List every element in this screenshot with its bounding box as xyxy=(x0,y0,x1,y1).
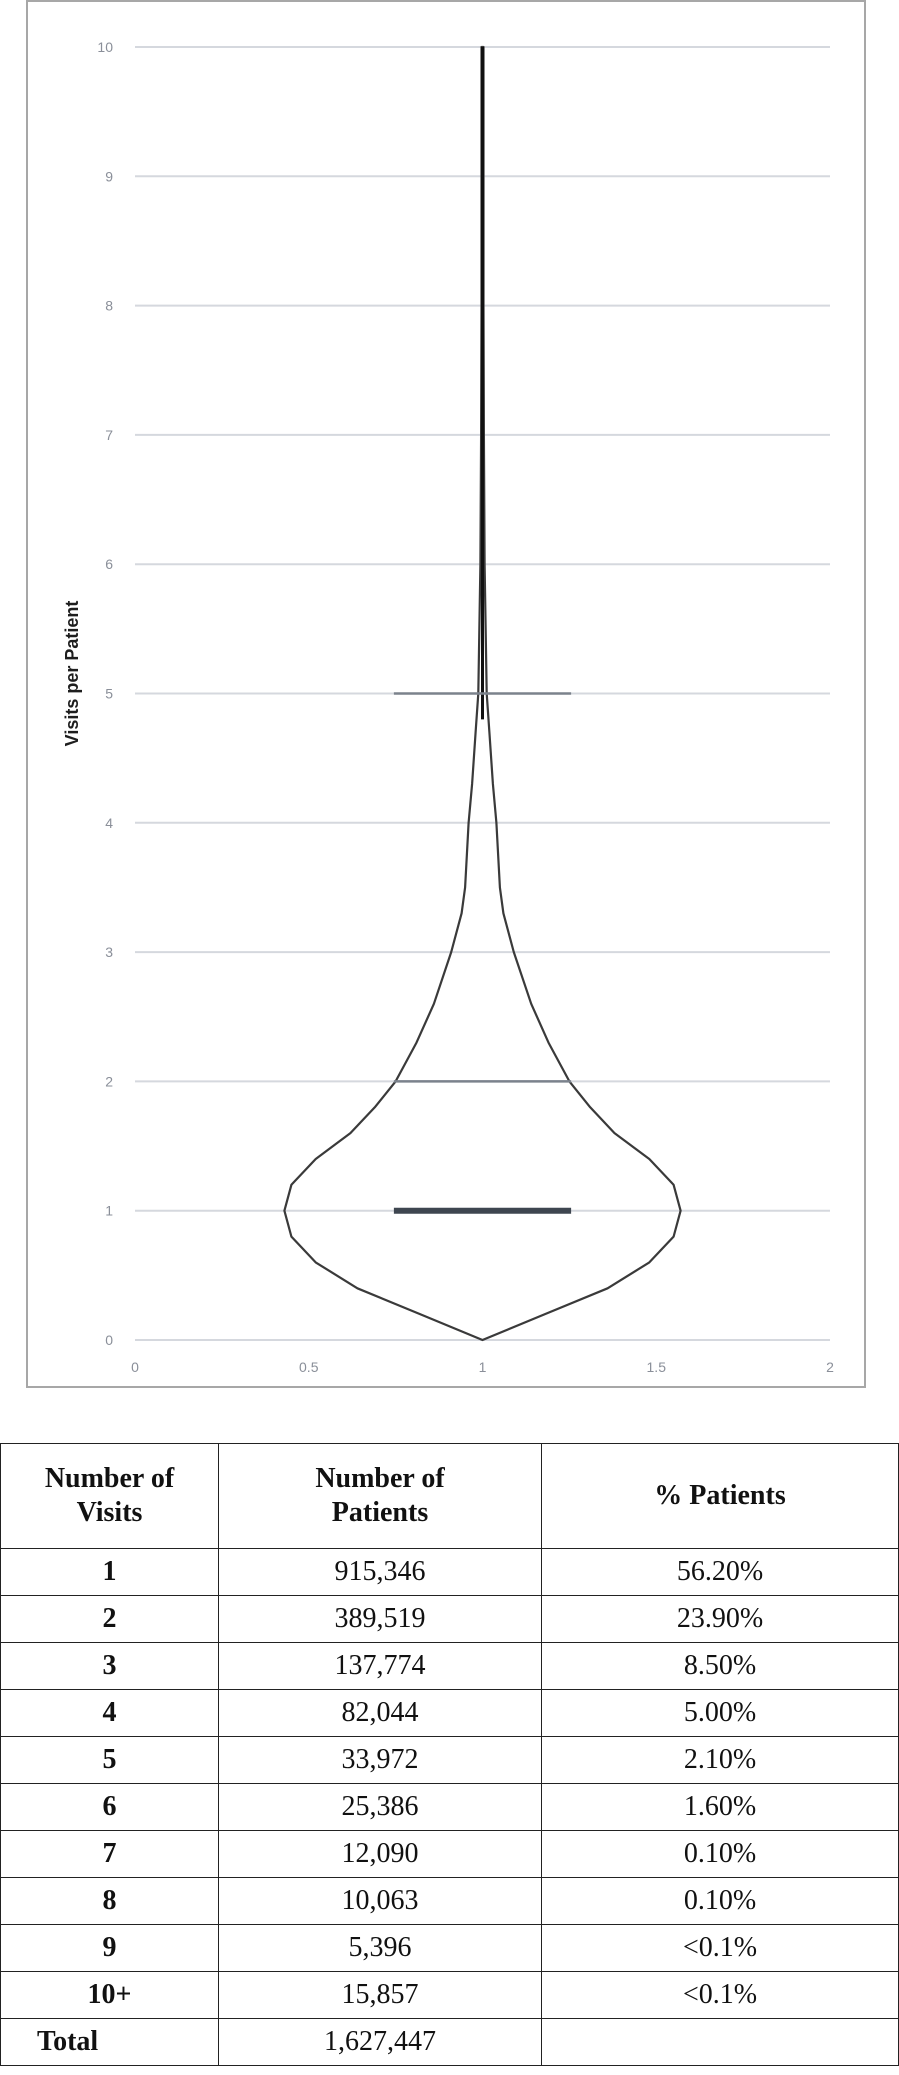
table-body: 1 915,346 56.20% 2 389,519 23.90% 3 137,774 8.50… xyxy=(0,1548,899,2066)
cell-percent: 56.20% xyxy=(541,1548,899,1596)
cell-visits: 10+ xyxy=(0,1971,219,2019)
cell-visits: 8 xyxy=(0,1877,219,1925)
cell-visits: 9 xyxy=(0,1924,219,1972)
x-tick-label: 0 xyxy=(131,1359,139,1375)
cell-percent: 1.60% xyxy=(541,1783,899,1831)
y-tick-label: 10 xyxy=(97,39,113,55)
table-row: 9 5,396 <0.1% xyxy=(0,1924,899,1972)
chart-frame: 0 1 2 3 4 5 6 7 8 9 10 0 0.5 1 1.5 2 Visits per Patient xyxy=(26,0,866,1388)
cell-percent: <0.1% xyxy=(541,1924,899,1972)
header-percent-patients: % Patients xyxy=(541,1443,899,1549)
header-visits-label: Number of Visits xyxy=(44,1463,175,1528)
cell-visits: 5 xyxy=(0,1736,219,1784)
table-row: 10+ 15,857 <0.1% xyxy=(0,1971,899,2019)
violin-chart: 0 1 2 3 4 5 6 7 8 9 10 0 0.5 1 1.5 2 Visits per Patient xyxy=(62,39,834,1375)
cell-percent: 23.90% xyxy=(541,1595,899,1643)
cell-visits: 2 xyxy=(0,1595,219,1643)
table-header-row: Number of Visits Number of Patients % Pa… xyxy=(0,1443,899,1549)
cell-percent: 0.10% xyxy=(541,1877,899,1925)
x-tick-label: 2 xyxy=(826,1359,834,1375)
cell-patients: 15,857 xyxy=(218,1971,542,2019)
header-patients-label: Number of Patients xyxy=(315,1463,445,1528)
table-row: 1 915,346 56.20% xyxy=(0,1548,899,1596)
y-tick-label: 7 xyxy=(105,427,113,443)
cell-patients: 389,519 xyxy=(218,1595,542,1643)
table-row: 7 12,090 0.10% xyxy=(0,1830,899,1878)
y-axis-label: Visits per Patient xyxy=(62,601,82,747)
table-row: 6 25,386 1.60% xyxy=(0,1783,899,1831)
total-percent xyxy=(541,2018,899,2066)
cell-percent: 2.10% xyxy=(541,1736,899,1784)
cell-patients: 82,044 xyxy=(218,1689,542,1737)
cell-percent: <0.1% xyxy=(541,1971,899,2019)
table-row: 4 82,044 5.00% xyxy=(0,1689,899,1737)
cell-patients: 33,972 xyxy=(218,1736,542,1784)
x-tick-label: 0.5 xyxy=(299,1359,319,1375)
table-row: 5 33,972 2.10% xyxy=(0,1736,899,1784)
summary-layer xyxy=(393,692,572,1214)
visits-table: Number of Visits Number of Patients % Pa… xyxy=(0,1443,899,2066)
table-row: 2 389,519 23.90% xyxy=(0,1595,899,1643)
cell-patients: 10,063 xyxy=(218,1877,542,1925)
header-number-of-patients: Number of Patients xyxy=(218,1443,542,1549)
y-tick-label: 6 xyxy=(105,556,113,572)
y-tick-label: 5 xyxy=(105,686,113,702)
cell-visits: 3 xyxy=(0,1642,219,1690)
header-percent-label: % Patients xyxy=(654,1480,786,1511)
x-tick-label: 1.5 xyxy=(647,1359,667,1375)
header-number-of-visits: Number of Visits xyxy=(0,1443,219,1549)
y-tick-label: 2 xyxy=(105,1073,113,1089)
table-row: 8 10,063 0.10% xyxy=(0,1877,899,1925)
cell-patients: 137,774 xyxy=(218,1642,542,1690)
cell-patients: 5,396 xyxy=(218,1924,542,1972)
table-row: 3 137,774 8.50% xyxy=(0,1642,899,1690)
cell-percent: 5.00% xyxy=(541,1689,899,1737)
y-tick-label: 8 xyxy=(105,298,113,314)
x-tick-label: 1 xyxy=(479,1359,487,1375)
cell-patients: 12,090 xyxy=(218,1830,542,1878)
total-label: Total xyxy=(0,2018,219,2066)
cell-visits: 7 xyxy=(0,1830,219,1878)
y-tick-label: 9 xyxy=(105,168,113,184)
table-total-row: Total 1,627,447 xyxy=(0,2018,899,2066)
y-tick-label: 4 xyxy=(105,815,113,831)
axis-layer: 0 1 2 3 4 5 6 7 8 9 10 0 0.5 1 1.5 2 xyxy=(97,39,834,1375)
y-tick-label: 3 xyxy=(105,944,113,960)
cell-percent: 0.10% xyxy=(541,1830,899,1878)
cell-patients: 25,386 xyxy=(218,1783,542,1831)
violin-layer xyxy=(283,45,682,1342)
cell-visits: 1 xyxy=(0,1548,219,1596)
cell-visits: 6 xyxy=(0,1783,219,1831)
y-tick-label: 0 xyxy=(105,1332,113,1348)
y-tick-label: 1 xyxy=(105,1203,113,1219)
cell-patients: 915,346 xyxy=(218,1548,542,1596)
total-patients: 1,627,447 xyxy=(218,2018,542,2066)
cell-percent: 8.50% xyxy=(541,1642,899,1690)
cell-visits: 4 xyxy=(0,1689,219,1737)
